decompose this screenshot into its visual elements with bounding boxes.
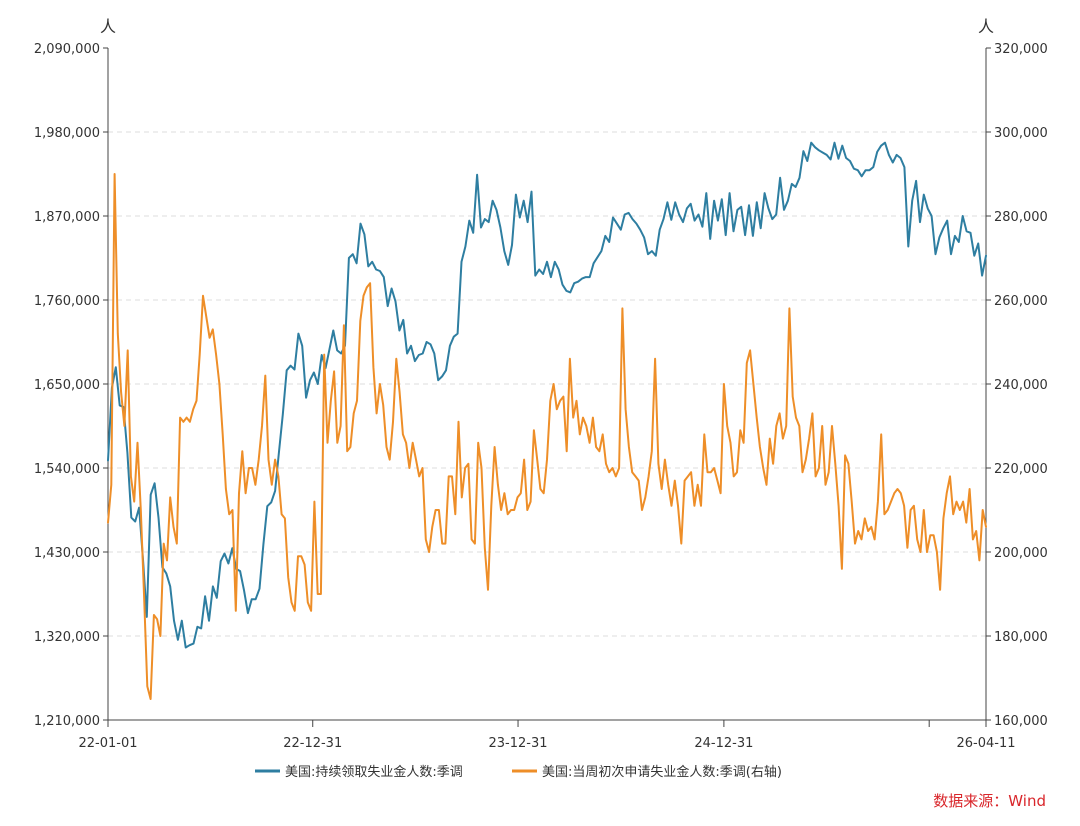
right-tick-label: 200,000	[994, 546, 1048, 561]
right-tick-label: 260,000	[994, 294, 1048, 309]
left-tick-label: 1,540,000	[34, 462, 100, 477]
left-tick-label: 1,650,000	[34, 378, 100, 393]
left-axis-ticks: 2,090,000 1,980,000 1,870,000 1,760,000 1,65…	[34, 42, 108, 729]
x-tick-label: 22-12-31	[283, 736, 342, 751]
left-tick-label: 1,980,000	[34, 126, 100, 141]
x-tick-label: 23-12-31	[489, 736, 548, 751]
left-axis-unit: 人	[100, 17, 116, 36]
source-note: 数据来源：Wind	[933, 792, 1046, 810]
left-tick-label: 2,090,000	[34, 42, 100, 57]
left-tick-label: 1,320,000	[34, 630, 100, 645]
left-tick-label: 1,430,000	[34, 546, 100, 561]
left-tick-label: 1,870,000	[34, 210, 100, 225]
left-tick-label: 1,760,000	[34, 294, 100, 309]
right-axis-ticks: 320,000 300,000 280,000 260,000 240,000 220,0…	[986, 42, 1048, 729]
gridlines	[108, 131, 986, 637]
right-tick-label: 180,000	[994, 630, 1048, 645]
series-lines	[107, 141, 987, 700]
left-tick-label: 1,210,000	[34, 714, 100, 729]
right-tick-label: 320,000	[994, 42, 1048, 57]
right-axis-unit: 人	[978, 17, 994, 36]
right-tick-label: 240,000	[994, 378, 1048, 393]
right-tick-label: 300,000	[994, 126, 1048, 141]
right-tick-label: 160,000	[994, 714, 1048, 729]
series-line-continuing-claims	[107, 141, 987, 649]
legend-label-continuing-claims: 美国:持续领取失业金人数:季调	[285, 764, 463, 780]
legend: 美国:持续领取失业金人数:季调 美国:当周初次申请失业金人数:季调(右轴)	[255, 764, 782, 780]
x-axis-ticks: 22-01-01 22-12-31 23-12-31 24-12-31 26-04-11	[78, 720, 1016, 751]
x-tick-label: 24-12-31	[694, 736, 753, 751]
right-tick-label: 280,000	[994, 210, 1048, 225]
right-tick-label: 220,000	[994, 462, 1048, 477]
axes: 人 人	[100, 17, 994, 721]
legend-label-initial-claims: 美国:当周初次申请失业金人数:季调(右轴)	[542, 764, 782, 780]
x-tick-label: 26-04-11	[956, 736, 1015, 751]
x-tick-label: 22-01-01	[78, 736, 137, 751]
series-line-initial-claims	[107, 173, 987, 700]
